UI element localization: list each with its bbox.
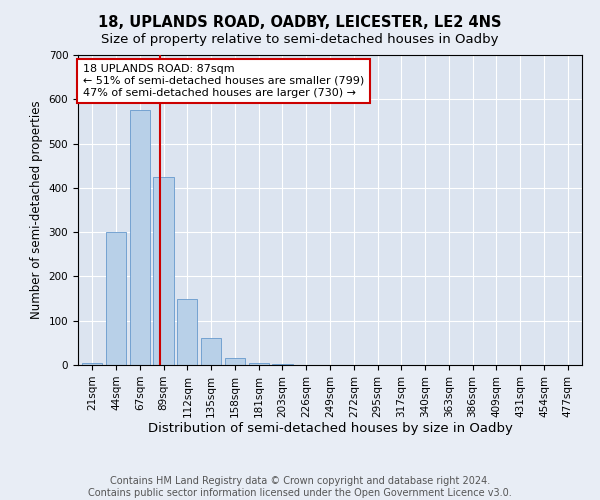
Text: Contains HM Land Registry data © Crown copyright and database right 2024.
Contai: Contains HM Land Registry data © Crown c…: [88, 476, 512, 498]
Bar: [248, 363, 269, 365]
Bar: [106, 232, 126, 365]
Bar: [82, 363, 103, 365]
Bar: [272, 364, 293, 365]
Text: 18 UPLANDS ROAD: 87sqm
← 51% of semi-detached houses are smaller (799)
47% of se: 18 UPLANDS ROAD: 87sqm ← 51% of semi-det…: [83, 64, 364, 98]
Bar: [154, 177, 173, 365]
Text: 18, UPLANDS ROAD, OADBY, LEICESTER, LE2 4NS: 18, UPLANDS ROAD, OADBY, LEICESTER, LE2 …: [98, 15, 502, 30]
X-axis label: Distribution of semi-detached houses by size in Oadby: Distribution of semi-detached houses by …: [148, 422, 512, 436]
Bar: [177, 298, 197, 365]
Text: Size of property relative to semi-detached houses in Oadby: Size of property relative to semi-detach…: [101, 32, 499, 46]
Bar: [225, 358, 245, 365]
Y-axis label: Number of semi-detached properties: Number of semi-detached properties: [30, 100, 43, 320]
Bar: [201, 338, 221, 365]
Bar: [130, 110, 150, 365]
